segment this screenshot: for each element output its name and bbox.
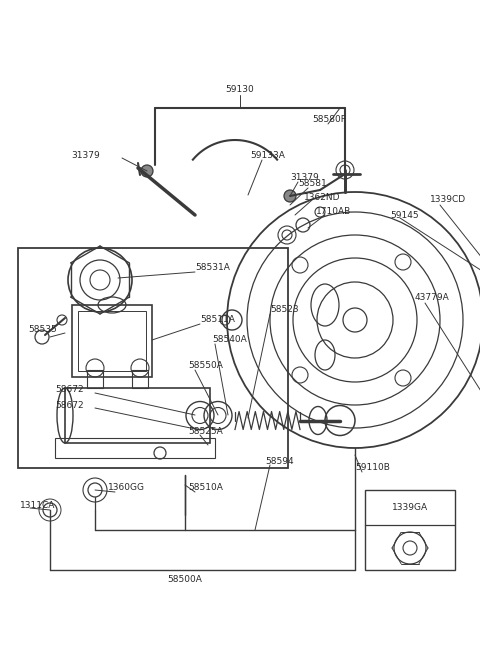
Text: 58581: 58581 (298, 179, 327, 187)
Text: 1362ND: 1362ND (304, 193, 340, 202)
Text: 59145: 59145 (390, 210, 419, 219)
Text: 59133A: 59133A (250, 151, 285, 160)
Text: 1710AB: 1710AB (316, 208, 351, 217)
Text: 58594: 58594 (265, 457, 294, 466)
Bar (365, 490, 455, 570)
Bar (78, 311, 146, 371)
Text: 58535: 58535 (28, 326, 57, 335)
Bar (18, 248, 288, 468)
Text: 31379: 31379 (71, 151, 100, 160)
Text: 58580F: 58580F (312, 115, 346, 124)
Text: 58672: 58672 (55, 386, 84, 394)
Bar (65, 388, 210, 443)
Text: 58500A: 58500A (168, 576, 203, 584)
Bar (87, 370, 103, 388)
Circle shape (284, 190, 296, 202)
Text: 1339GA: 1339GA (392, 502, 428, 512)
Text: 1339CD: 1339CD (430, 195, 466, 204)
Bar (132, 370, 148, 388)
Text: 58525A: 58525A (188, 428, 223, 436)
Text: 43779A: 43779A (415, 293, 450, 303)
Text: 31379: 31379 (290, 174, 319, 183)
Circle shape (141, 165, 153, 177)
Text: 58550A: 58550A (188, 362, 223, 371)
Text: 58531A: 58531A (195, 263, 230, 272)
Text: 1311CA: 1311CA (20, 500, 55, 510)
Text: 59130: 59130 (226, 86, 254, 94)
Bar (55, 438, 215, 458)
Text: 58540A: 58540A (212, 335, 247, 345)
Text: 59110B: 59110B (355, 464, 390, 472)
Text: 58510A: 58510A (188, 483, 223, 493)
Text: 1360GG: 1360GG (108, 483, 145, 493)
Text: 58523: 58523 (270, 305, 299, 314)
Text: 58511A: 58511A (200, 316, 235, 324)
Text: 58672: 58672 (55, 400, 84, 409)
Bar (72, 305, 152, 377)
